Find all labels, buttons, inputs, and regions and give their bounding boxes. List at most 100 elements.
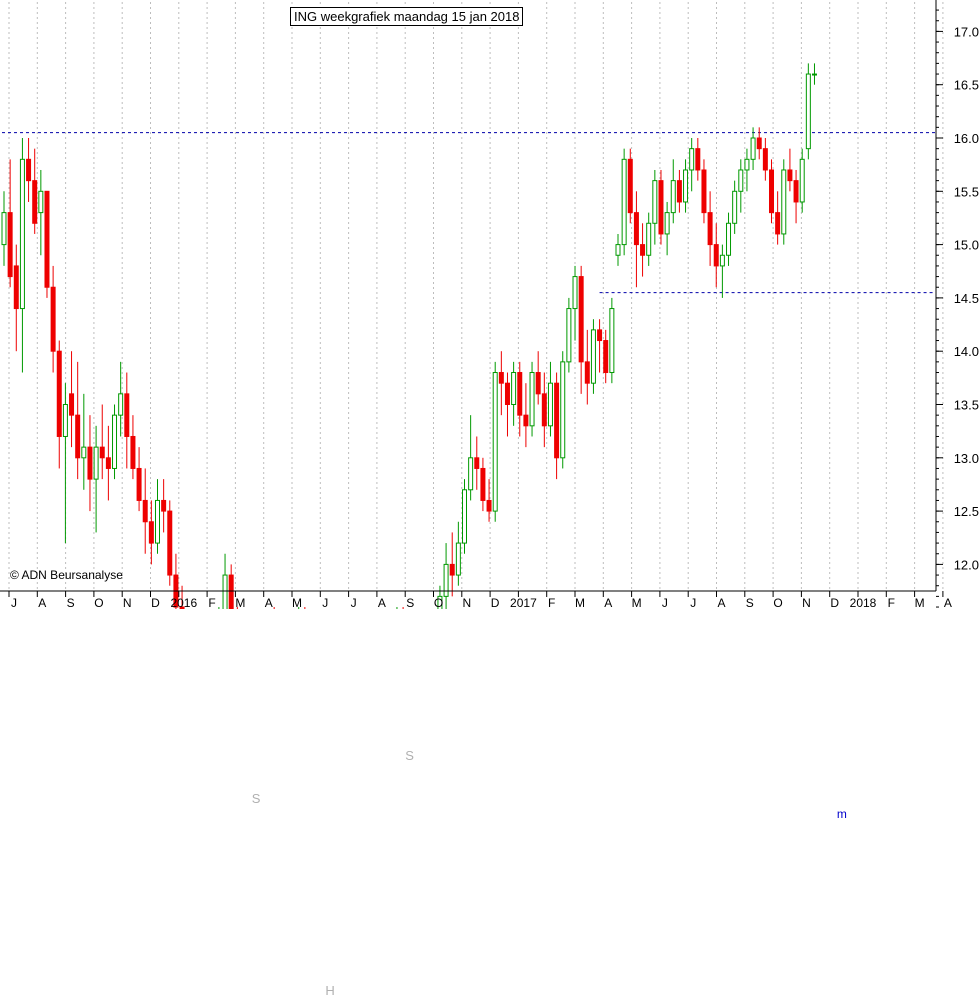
candle-body-up xyxy=(529,372,535,427)
candle-body-down xyxy=(474,457,480,469)
candle-body-up xyxy=(805,73,811,150)
candle-body-down xyxy=(480,467,486,501)
x-tick-label: A xyxy=(378,596,386,609)
candle-body-down xyxy=(179,606,185,609)
y-tick-label: 17.0 xyxy=(954,24,979,39)
pattern-label-right-shoulder: S xyxy=(405,748,414,764)
candle-body-down xyxy=(69,393,75,416)
x-tick-label: A xyxy=(944,596,952,609)
candle-body-down xyxy=(535,372,541,395)
candle-body-down xyxy=(228,574,234,609)
candle-body-up xyxy=(726,222,732,256)
x-tick-label: 2018 xyxy=(850,596,877,609)
copyright-text: © ADN Beursanalyse xyxy=(10,568,123,582)
pattern-label-left-shoulder: S xyxy=(251,790,261,806)
candle-body-down xyxy=(640,244,646,256)
y-axis: 8.08.59.09.510.010.511.011.512.012.513.0… xyxy=(936,9,979,608)
candle-body-up xyxy=(572,276,578,310)
x-tick-label: M xyxy=(915,596,925,609)
chart-title: ING weekgrafiek maandag 15 jan 2018 xyxy=(290,7,524,26)
candle-body-down xyxy=(75,414,81,459)
candle-body-down xyxy=(701,169,707,214)
plot-frame xyxy=(0,0,937,592)
x-tick-label: 2016 xyxy=(170,596,197,609)
candle-body-up xyxy=(112,414,118,469)
y-tick-label: 14.5 xyxy=(954,291,979,306)
candle-body-up xyxy=(1,212,7,246)
candle-body-up xyxy=(468,457,474,491)
x-tick-label: J xyxy=(690,596,696,609)
candle-body-down xyxy=(756,137,762,150)
x-tick-label: M xyxy=(575,596,585,609)
candle-body-up xyxy=(511,372,517,405)
candle-body-up xyxy=(799,158,805,203)
candle-body-down xyxy=(26,158,32,182)
x-tick-label: F xyxy=(888,596,895,609)
candle-body-up xyxy=(750,137,756,160)
candle-body-down xyxy=(87,446,93,480)
x-tick-label: A xyxy=(604,596,612,609)
candle-body-down xyxy=(50,286,56,352)
horizontal-lines xyxy=(2,132,936,294)
x-tick-label: N xyxy=(462,596,471,609)
candle-body-down xyxy=(105,457,111,469)
y-tick-label: 13.5 xyxy=(954,398,979,413)
candle-body-up xyxy=(811,73,817,76)
x-tick-label: S xyxy=(746,596,754,609)
weekly-candlestick-chart: 8.08.59.09.510.010.511.011.512.012.513.0… xyxy=(0,0,979,609)
x-tick-label: M xyxy=(292,596,302,609)
x-tick-label: J xyxy=(351,596,357,609)
candle-body-up xyxy=(437,595,443,609)
candle-body-down xyxy=(597,329,603,342)
candle-body-down xyxy=(584,361,590,384)
candle-body-down xyxy=(99,446,105,459)
x-tick-label: F xyxy=(548,596,555,609)
candle-body-up xyxy=(118,393,124,416)
candle-body-down xyxy=(7,212,13,278)
candle-body-down xyxy=(161,499,167,512)
candle-body-up xyxy=(646,222,652,256)
candle-body-down xyxy=(627,158,633,214)
candle-body-down xyxy=(56,350,62,437)
candle-body-down xyxy=(707,212,713,246)
x-tick-label: J xyxy=(11,596,17,609)
y-tick-label: 16.5 xyxy=(954,78,979,93)
x-tick-label: A xyxy=(38,596,46,609)
candle-body-down xyxy=(578,276,584,363)
x-tick-label: D xyxy=(830,596,839,609)
candle-body-up xyxy=(738,169,744,192)
candle-body-down xyxy=(32,180,38,224)
candle-body-up xyxy=(81,446,87,459)
x-tick-label: M xyxy=(632,596,642,609)
candle-body-down xyxy=(676,180,682,203)
x-tick-label: F xyxy=(208,596,215,609)
x-tick-label: S xyxy=(406,596,414,609)
candle-body-up xyxy=(670,180,676,214)
candle-body-down xyxy=(148,521,154,544)
candle-body-down xyxy=(658,180,664,235)
candle-body-up xyxy=(560,361,566,459)
trendline-label: m xyxy=(836,806,847,821)
candle-body-down xyxy=(713,244,719,267)
x-tick-label: O xyxy=(773,596,782,609)
candles xyxy=(1,63,817,609)
candle-body-up xyxy=(492,372,498,512)
candle-body-up xyxy=(38,190,44,214)
y-tick-label: 12.5 xyxy=(954,504,979,519)
x-tick-label: N xyxy=(123,596,132,609)
candle-body-down xyxy=(142,499,148,523)
y-tick-label: 14.0 xyxy=(954,344,979,359)
x-tick-label: A xyxy=(717,596,725,609)
x-tick-label: O xyxy=(94,596,103,609)
x-tick-label: J xyxy=(662,596,668,609)
candle-body-down xyxy=(136,467,142,501)
pattern-label-head: H xyxy=(325,982,335,998)
x-tick-label: N xyxy=(802,596,811,609)
candle-body-down xyxy=(787,169,793,182)
x-tick-label: J xyxy=(322,596,328,609)
candle-body-down xyxy=(541,393,547,427)
y-tick-label: 16.0 xyxy=(954,131,979,146)
x-axis: J A S O N D 2016 F M A M J J A S O N D 2017 F M A M J J A S O N D 2018… xyxy=(8,591,952,609)
candle-body-up xyxy=(652,180,658,224)
candle-body-up xyxy=(732,190,738,224)
